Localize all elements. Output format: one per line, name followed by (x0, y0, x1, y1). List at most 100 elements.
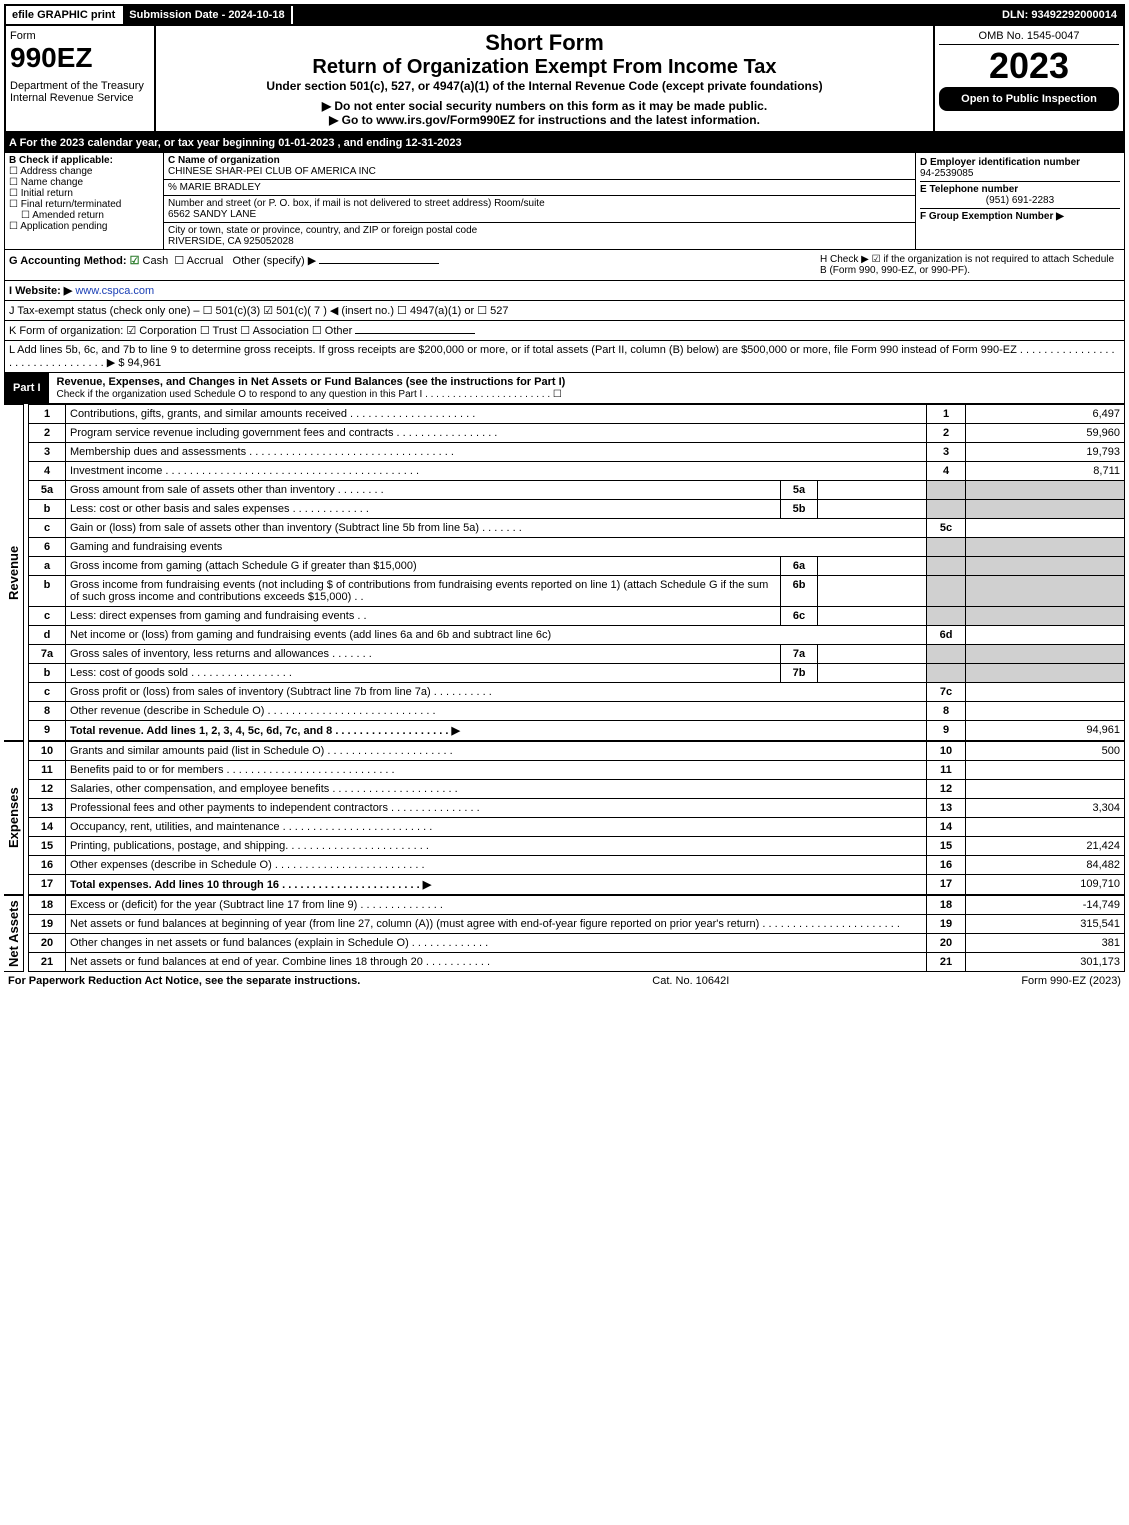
chk-application-pending-label: Application pending (20, 221, 107, 232)
g-other-input[interactable] (319, 263, 439, 264)
g-cash: Cash (143, 255, 169, 267)
line-8: 8Other revenue (describe in Schedule O) … (29, 702, 1125, 721)
chk-amended-return-label: Amended return (32, 210, 104, 221)
line-5a-inval[interactable] (818, 481, 927, 500)
line-1-desc: Contributions, gifts, grants, and simila… (66, 405, 927, 424)
line-14-num: 14 (29, 818, 66, 837)
goto-link[interactable]: ▶ Go to www.irs.gov/Form990EZ for instru… (160, 113, 929, 127)
line-7b-inval[interactable] (818, 664, 927, 683)
line-19-num: 19 (29, 915, 66, 934)
i-label: I Website: ▶ (9, 285, 72, 297)
line-5b-rshade (927, 500, 966, 519)
line-5a-desc: Gross amount from sale of assets other t… (66, 481, 781, 500)
line-7c-amt (966, 683, 1125, 702)
line-2-num: 2 (29, 424, 66, 443)
g-other: Other (specify) ▶ (233, 255, 317, 267)
row-l-gross-receipts: L Add lines 5b, 6c, and 7b to line 9 to … (4, 341, 1125, 373)
line-6b-inval[interactable] (818, 576, 927, 607)
line-20-num: 20 (29, 934, 66, 953)
header-center: Short Form Return of Organization Exempt… (156, 26, 933, 131)
line-7b-desc: Less: cost of goods sold . . . . . . . .… (66, 664, 781, 683)
line-3: 3Membership dues and assessments . . . .… (29, 443, 1125, 462)
line-9-desc: Total revenue. Add lines 1, 2, 3, 4, 5c,… (66, 721, 927, 741)
line-9-num: 9 (29, 721, 66, 741)
line-6a-inval[interactable] (818, 557, 927, 576)
line-16-rnum: 16 (927, 856, 966, 875)
ein-value: 94-2539085 (920, 168, 973, 179)
part-1-header: Part I Revenue, Expenses, and Changes in… (4, 373, 1125, 404)
chk-final-return[interactable]: ☐ Final return/terminated (9, 199, 159, 210)
line-6a-innum: 6a (781, 557, 818, 576)
page-footer: For Paperwork Reduction Act Notice, see … (4, 972, 1125, 990)
line-7a-inval[interactable] (818, 645, 927, 664)
chk-application-pending[interactable]: ☐ Application pending (9, 221, 159, 232)
line-6c: cLess: direct expenses from gaming and f… (29, 607, 1125, 626)
line-3-rnum: 3 (927, 443, 966, 462)
line-4-desc: Investment income . . . . . . . . . . . … (66, 462, 927, 481)
line-15-rnum: 15 (927, 837, 966, 856)
line-16: 16Other expenses (describe in Schedule O… (29, 856, 1125, 875)
line-15-desc: Printing, publications, postage, and shi… (66, 837, 927, 856)
line-3-amt: 19,793 (966, 443, 1125, 462)
tax-year: 2023 (939, 45, 1119, 87)
line-5b-inval[interactable] (818, 500, 927, 519)
line-5b-num: b (29, 500, 66, 519)
line-14: 14Occupancy, rent, utilities, and mainte… (29, 818, 1125, 837)
ein-label: D Employer identification number (920, 157, 1080, 168)
g-accrual: Accrual (187, 255, 224, 267)
line-6c-inval[interactable] (818, 607, 927, 626)
chk-address-change[interactable]: ☐ Address change (9, 166, 159, 177)
line-12-num: 12 (29, 780, 66, 799)
website-link[interactable]: www.cspca.com (75, 285, 154, 297)
efile-print-label[interactable]: efile GRAPHIC print (6, 6, 123, 24)
line-17-rnum: 17 (927, 875, 966, 895)
col-b-checkboxes: B Check if applicable: ☐ Address change … (5, 153, 164, 249)
line-9-amt: 94,961 (966, 721, 1125, 741)
line-6-ashade (966, 538, 1125, 557)
line-7a-innum: 7a (781, 645, 818, 664)
chk-name-change-label: Name change (21, 177, 83, 188)
line-5b-innum: 5b (781, 500, 818, 519)
l-amount: 94,961 (128, 357, 162, 369)
line-12-rnum: 12 (927, 780, 966, 799)
dln: DLN: 93492292000014 (996, 6, 1123, 24)
city-state-zip: RIVERSIDE, CA 925052028 (168, 236, 294, 247)
line-7b-innum: 7b (781, 664, 818, 683)
line-4-amt: 8,711 (966, 462, 1125, 481)
line-6b: bGross income from fundraising events (n… (29, 576, 1125, 607)
footer-left-text: For Paperwork Reduction Act Notice, see … (8, 975, 360, 987)
footer-right-text: Form 990-EZ (2023) (1021, 975, 1121, 987)
line-18-rnum: 18 (927, 896, 966, 915)
group-exemption-label: F Group Exemption Number ▶ (920, 211, 1064, 222)
line-20-desc: Other changes in net assets or fund bala… (66, 934, 927, 953)
line-6-desc: Gaming and fundraising events (66, 538, 927, 557)
line-11-rnum: 11 (927, 761, 966, 780)
row-g-h: G Accounting Method: ☑ Cash ☐ Accrual Ot… (4, 250, 1125, 281)
phone-label: E Telephone number (920, 184, 1018, 195)
chk-initial-return[interactable]: ☐ Initial return (9, 188, 159, 199)
line-4-num: 4 (29, 462, 66, 481)
top-bar: efile GRAPHIC print Submission Date - 20… (4, 4, 1125, 26)
line-17-amt: 109,710 (966, 875, 1125, 895)
line-6d-rnum: 6d (927, 626, 966, 645)
chk-name-change[interactable]: ☐ Name change (9, 177, 159, 188)
line-1: 1Contributions, gifts, grants, and simil… (29, 405, 1125, 424)
line-19: 19Net assets or fund balances at beginni… (29, 915, 1125, 934)
line-6c-desc: Less: direct expenses from gaming and fu… (66, 607, 781, 626)
g-label: G Accounting Method: (9, 255, 127, 267)
k-other-input[interactable] (355, 333, 475, 334)
line-5c-desc: Gain or (loss) from sale of assets other… (66, 519, 927, 538)
net-assets-table: 18Excess or (deficit) for the year (Subt… (28, 895, 1125, 972)
expenses-vlabel: Expenses (4, 741, 24, 895)
chk-amended-return[interactable]: ☐ Amended return (9, 210, 159, 221)
submission-date: Submission Date - 2024-10-18 (123, 6, 292, 24)
line-17-desc-text: Total expenses. Add lines 10 through 16 … (70, 879, 431, 891)
chk-final-return-label: Final return/terminated (21, 199, 122, 210)
line-16-num: 16 (29, 856, 66, 875)
net-assets-section: Net Assets 18Excess or (deficit) for the… (4, 895, 1125, 972)
line-7b-num: b (29, 664, 66, 683)
line-13-rnum: 13 (927, 799, 966, 818)
line-6d: dNet income or (loss) from gaming and fu… (29, 626, 1125, 645)
line-7a-ashade (966, 645, 1125, 664)
line-10-desc: Grants and similar amounts paid (list in… (66, 742, 927, 761)
